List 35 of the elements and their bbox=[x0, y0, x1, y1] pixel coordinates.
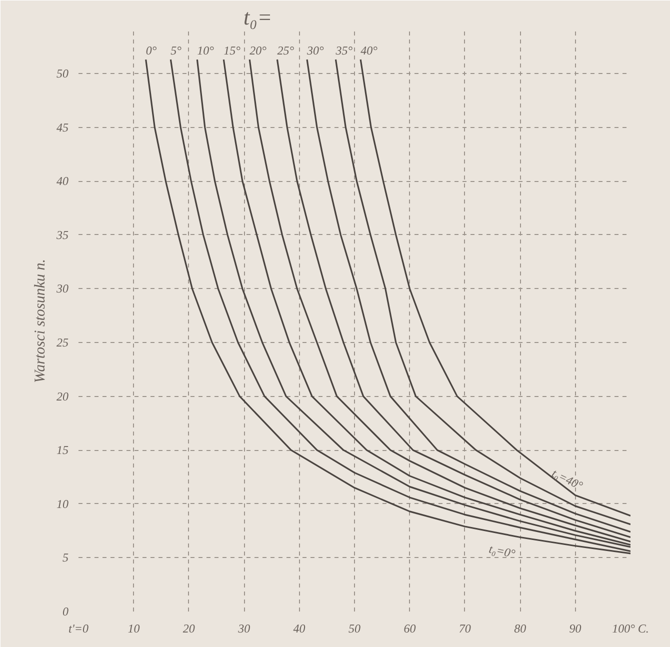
chart-title: t₀= bbox=[244, 4, 272, 30]
y-tick-label: 20 bbox=[56, 389, 68, 404]
x-tick-label: 10 bbox=[128, 622, 140, 636]
y-tick-label: 35 bbox=[56, 228, 68, 242]
series-label: 0° bbox=[146, 44, 157, 58]
y-tick-label: 5 bbox=[62, 550, 68, 565]
series-label: 15° bbox=[224, 44, 241, 58]
y-tick-label: 30 bbox=[56, 282, 68, 296]
x-tick-label: 80 bbox=[514, 622, 526, 636]
series-label: 20° bbox=[250, 44, 267, 58]
annotation: t₀=40° bbox=[550, 466, 586, 493]
series-label: 30° bbox=[306, 44, 324, 58]
y-tick-label: 15 bbox=[56, 443, 68, 458]
x-tick-label: 100° C. bbox=[612, 622, 649, 636]
series-label: 35° bbox=[334, 44, 353, 58]
x-tick-label: 50 bbox=[348, 622, 360, 636]
y-tick-label: 45 bbox=[56, 120, 68, 134]
y-tick-label: 0 bbox=[62, 604, 68, 618]
x-tick-label: 70 bbox=[458, 622, 471, 636]
series-label: 25° bbox=[277, 44, 294, 58]
x-tick-label: 60 bbox=[404, 622, 416, 636]
series-label: 5° bbox=[170, 44, 182, 58]
x-tick-label: 20 bbox=[182, 622, 195, 636]
series-label: 40° bbox=[360, 44, 378, 58]
y-tick-label: 50 bbox=[56, 66, 68, 81]
x-tick-label: 30 bbox=[237, 622, 250, 636]
x-tick-label: t'=0 bbox=[68, 622, 88, 636]
x-tick-label: 40 bbox=[293, 622, 306, 636]
annotation: t₀=0° bbox=[488, 542, 517, 561]
y-tick-label: 10 bbox=[56, 496, 68, 511]
y-axis-title: Wartosci stosunku n. bbox=[32, 258, 48, 384]
series-label: 10° bbox=[197, 44, 214, 58]
y-tick-label: 25 bbox=[56, 336, 68, 350]
y-tick-label: 40 bbox=[56, 174, 68, 188]
x-tick-label: 90 bbox=[569, 622, 582, 636]
